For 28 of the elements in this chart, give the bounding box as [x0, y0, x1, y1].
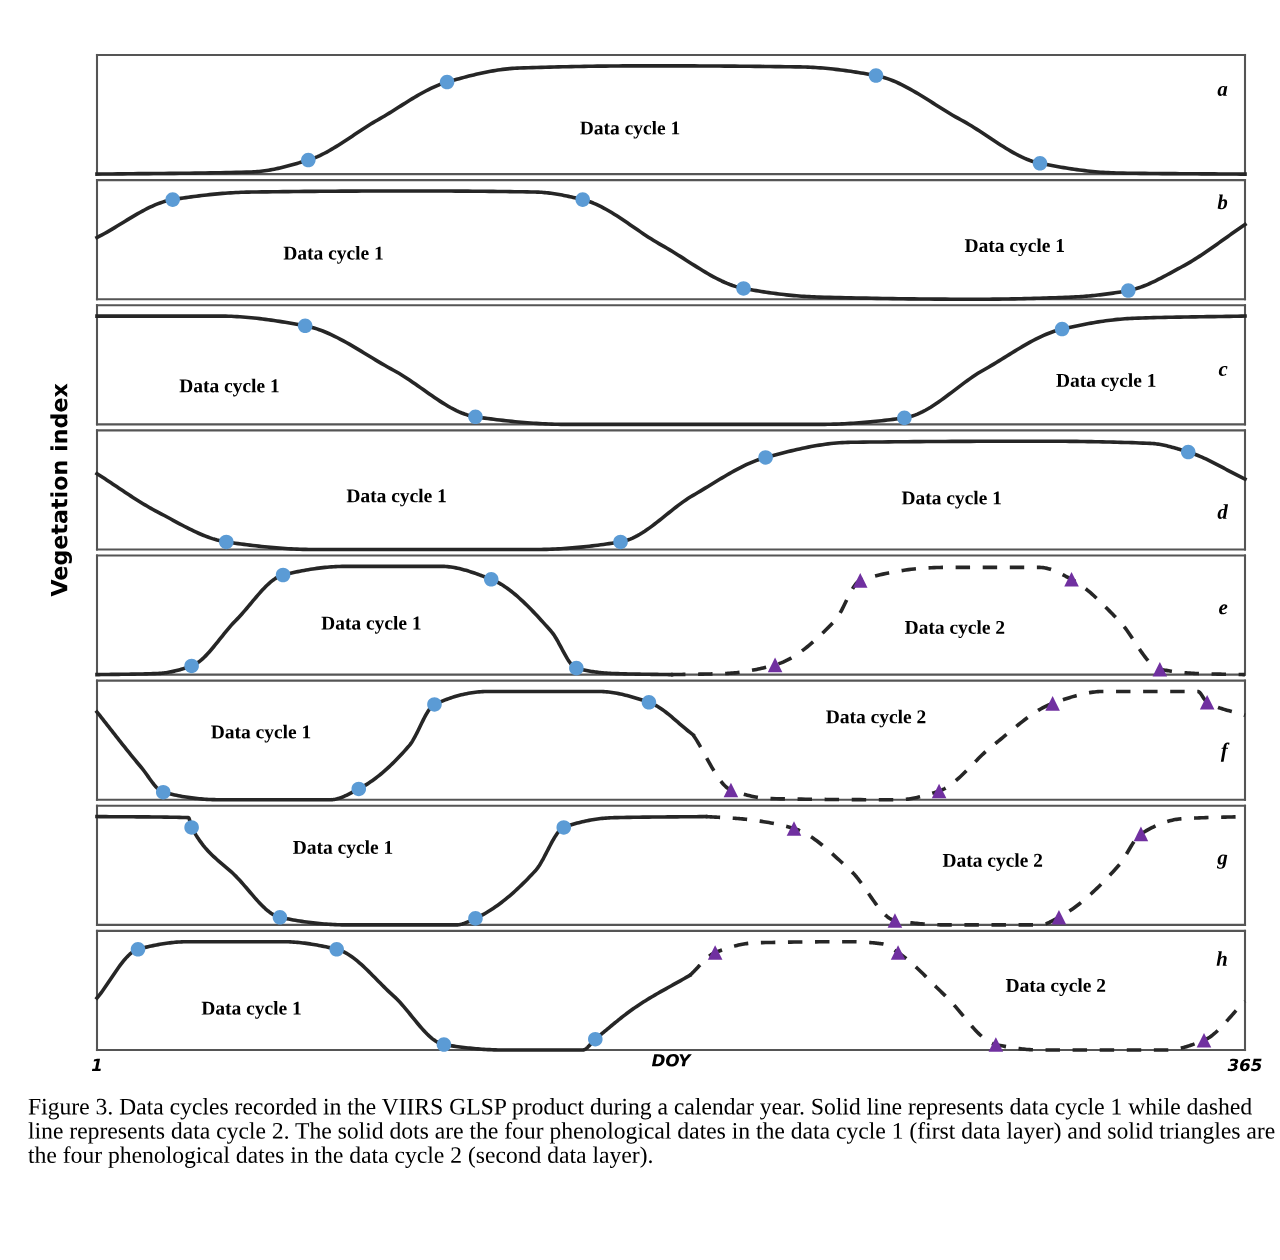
x-tick-label: 1	[91, 1058, 101, 1071]
annotation: Data cycle 1	[901, 490, 1001, 509]
x-tick-label: 365	[1227, 1058, 1262, 1072]
annotation: b	[1217, 194, 1228, 210]
annotation: d	[1217, 504, 1229, 519]
annotation: Data cycle 1	[321, 615, 421, 634]
annotation: Data cycle 2	[942, 853, 1043, 871]
annotation: e	[1219, 604, 1228, 615]
annotation: Data cycle 1	[283, 246, 383, 264]
annotation: f	[1220, 742, 1230, 762]
annotation: Data cycle 1	[964, 238, 1064, 257]
annotation: Data cycle 1	[346, 488, 446, 507]
annotation: Data cycle 2	[904, 620, 1005, 638]
annotation: c	[1218, 365, 1228, 376]
y-axis-title: Vegetation index	[50, 383, 72, 597]
annotation: Data cycle 1	[293, 840, 393, 858]
x-axis-title: DOY	[651, 1053, 692, 1067]
annotation: Data cycle 1	[211, 724, 311, 743]
annotation: a	[1217, 85, 1228, 96]
annotation: Data cycle 2	[826, 709, 926, 728]
annotation: Data cycle 1	[1056, 373, 1156, 391]
caption: Figure 3. Data cycles recorded in the VIIRS GLSP product during a calendar year. Solid line represents data cycle 1 while dashed line represents data cycle 2. The solid dots are the four phenological dates in the data cycle 1 (first data layer) and solid triangles are the four phenological dates in the data cycle 2 (second data layer).	[28, 1098, 1275, 1168]
annotation: Data cycle 2	[1005, 978, 1106, 997]
annotation: Data cycle 1	[201, 1001, 301, 1019]
annotation: Data cycle 1	[179, 378, 279, 397]
annotation: h	[1216, 951, 1227, 966]
annotation: Data cycle 1	[580, 120, 680, 139]
annotation: g	[1216, 854, 1228, 869]
